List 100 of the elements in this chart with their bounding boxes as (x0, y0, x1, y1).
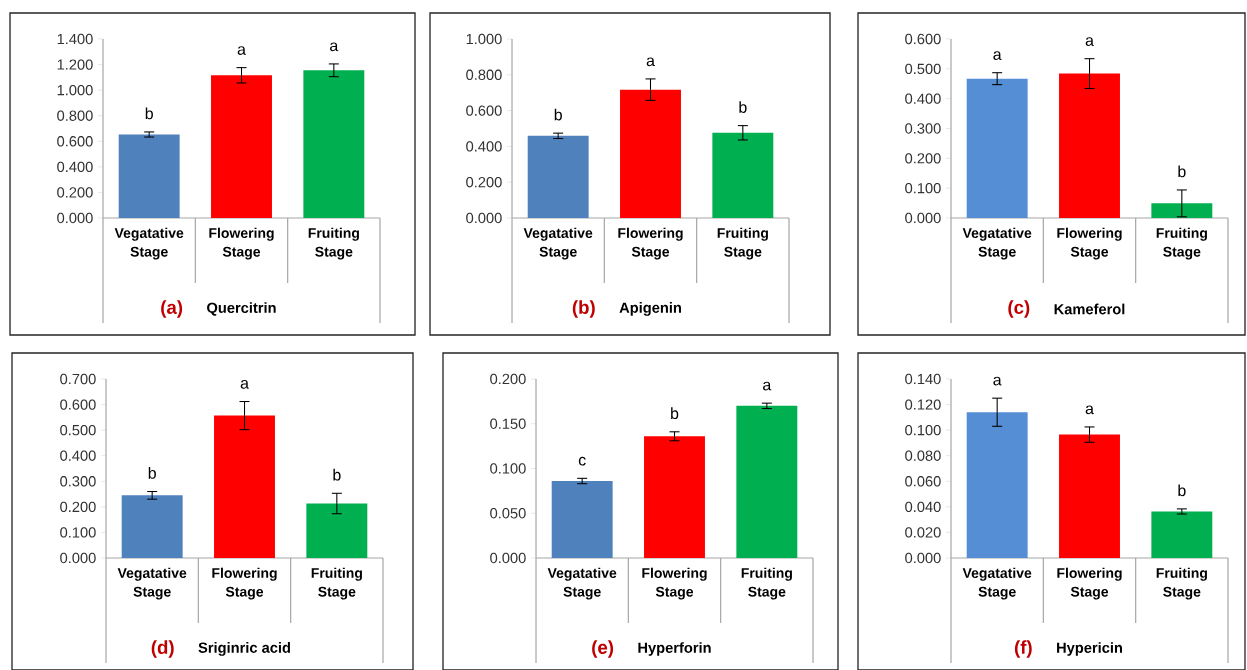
y-tick-label: 0.200 (60, 501, 96, 513)
data-label: c (578, 456, 586, 466)
data-label: a (1085, 405, 1094, 415)
data-label: b (148, 467, 156, 479)
y-tick-label: 0.800 (466, 69, 502, 80)
bar (1059, 434, 1120, 558)
y-tick-label: 0.600 (57, 136, 93, 147)
bar (644, 436, 705, 558)
bar (211, 75, 272, 218)
y-tick-label: 1.400 (57, 33, 93, 45)
data-label: b (739, 101, 747, 113)
bar (1059, 73, 1120, 218)
y-tick-label: 0.000 (57, 212, 93, 224)
y-tick-label: 0.000 (490, 552, 526, 564)
y-tick-label: 0.400 (905, 93, 941, 104)
y-tick-label: 0.100 (490, 463, 526, 474)
bar (620, 89, 681, 218)
bar (121, 495, 183, 558)
data-label: b (554, 108, 562, 121)
y-tick-label: 0.800 (57, 110, 93, 121)
x-tick-label: Flowering Stage (1057, 567, 1122, 600)
x-tick-label: Vegatative Stage (547, 567, 617, 600)
x-tick-label: Fruiting Stage (717, 227, 768, 260)
x-tick-label: Fruiting Stage (308, 227, 359, 260)
y-tick-label: 0.000 (905, 552, 941, 564)
y-tick-label: 0.150 (490, 418, 526, 429)
bar (966, 412, 1028, 558)
y-tick-label: 0.120 (905, 399, 941, 410)
y-tick-label: 1.000 (466, 33, 502, 45)
x-axis-title: Hypericin (1057, 642, 1123, 656)
y-tick-label: 0.600 (905, 33, 941, 45)
text: (e) (592, 640, 614, 658)
x-axis-title: Kameferol (1054, 303, 1125, 315)
x-tick-label: Fruiting Stage (1156, 567, 1207, 600)
x-axis-title: Apigenin (619, 302, 681, 316)
y-tick-label: 0.020 (905, 527, 941, 538)
y-tick-label: 0.200 (57, 187, 93, 198)
y-tick-label: 0.000 (905, 212, 941, 224)
y-tick-label: 0.600 (60, 399, 96, 410)
y-tick-label: 0.500 (60, 424, 96, 436)
y-tick-label: 0.040 (905, 501, 941, 513)
x-tick-label: Flowering Stage (642, 567, 707, 600)
data-label: a (330, 42, 339, 52)
text: (b) (572, 300, 595, 318)
data-label: a (993, 51, 1002, 60)
y-tick-label: 0.400 (57, 161, 93, 173)
data-label: a (993, 376, 1002, 386)
x-tick-label: Vegatative Stage (114, 227, 184, 260)
y-tick-label: 0.300 (905, 123, 941, 134)
y-tick-label: 0.300 (60, 476, 96, 487)
y-tick-label: 0.100 (905, 424, 941, 436)
data-label: a (646, 57, 655, 67)
bar (551, 481, 613, 558)
y-tick-label: 1.000 (57, 84, 93, 96)
text: (f) (1014, 640, 1032, 658)
bar (303, 70, 365, 218)
y-tick-label: 0.500 (905, 63, 941, 75)
bar (1151, 203, 1213, 218)
x-axis-title: Sriginric acid (198, 642, 290, 656)
data-label: a (1085, 37, 1094, 46)
x-tick-label: Flowering Stage (1057, 227, 1122, 260)
bar (1151, 511, 1213, 558)
x-tick-label: Flowering Stage (212, 567, 277, 600)
y-tick-label: 0.600 (466, 105, 502, 116)
bar (712, 132, 774, 218)
bar (736, 405, 798, 558)
y-tick-label: 0.400 (60, 450, 96, 461)
data-label: b (333, 468, 341, 481)
y-tick-label: 0.200 (905, 153, 941, 164)
x-tick-label: Vegatative Stage (962, 567, 1032, 600)
y-tick-label: 0.100 (905, 182, 941, 194)
y-tick-label: 0.080 (905, 450, 941, 461)
y-tick-label: 0.000 (466, 212, 502, 224)
x-axis-title: Hyperforin (638, 642, 711, 656)
x-tick-label: Fruiting Stage (311, 567, 362, 600)
y-tick-label: 0.140 (905, 373, 941, 385)
y-tick-label: 0.050 (490, 508, 526, 519)
data-label: a (237, 46, 246, 55)
data-label: b (1178, 484, 1186, 497)
x-tick-label: Flowering Stage (618, 227, 683, 260)
data-label: b (145, 107, 153, 120)
y-tick-label: 0.700 (60, 373, 96, 385)
bar (966, 78, 1028, 218)
x-tick-label: Flowering Stage (209, 227, 274, 260)
text: (a) (161, 300, 183, 318)
bar (527, 135, 589, 218)
y-tick-label: 1.200 (57, 59, 93, 70)
text: (c) (1008, 300, 1030, 318)
x-axis-title: Quercitrin (207, 302, 276, 316)
x-tick-label: Fruiting Stage (1156, 227, 1207, 260)
bar (306, 503, 368, 558)
x-tick-label: Vegatative Stage (117, 567, 187, 600)
y-tick-label: 0.400 (466, 141, 502, 152)
bar (118, 134, 180, 218)
y-tick-label: 0.200 (466, 177, 502, 188)
data-label: a (763, 381, 772, 391)
x-tick-label: Vegatative Stage (962, 227, 1032, 260)
bar (214, 415, 275, 558)
text: (d) (151, 640, 174, 658)
y-tick-label: 0.100 (60, 527, 96, 538)
